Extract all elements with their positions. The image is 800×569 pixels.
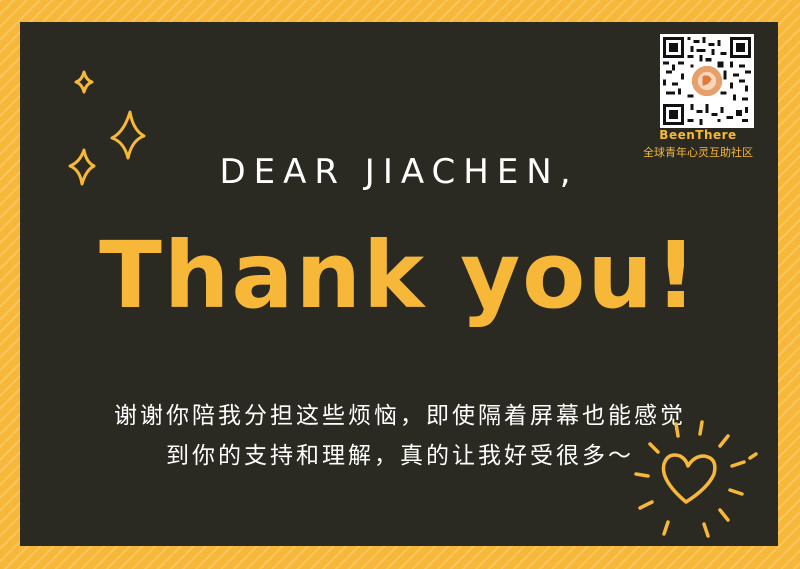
qr-code-icon[interactable]	[660, 34, 754, 128]
thank-you-headline: Thank you!	[99, 222, 699, 329]
brand-name: BeenThere	[659, 128, 737, 142]
thank-you-card: BeenThere 全球青年心灵互助社区 DEAR JIACHEN, Thank…	[20, 22, 778, 546]
brand-tagline: 全球青年心灵互助社区	[643, 146, 753, 159]
greeting-text: DEAR JIACHEN,	[219, 152, 579, 192]
message-line-1: 谢谢你陪我分担这些烦恼，即使隔着屏幕也能感觉	[114, 403, 686, 429]
message-line-2: 到你的支持和理解，真的让我好受很多～	[166, 443, 634, 469]
heart-icon	[634, 420, 758, 538]
message-text: 谢谢你陪我分担这些烦恼，即使隔着屏幕也能感觉 到你的支持和理解，真的让我好受很多…	[50, 396, 750, 476]
sparkle-icon	[68, 70, 146, 186]
